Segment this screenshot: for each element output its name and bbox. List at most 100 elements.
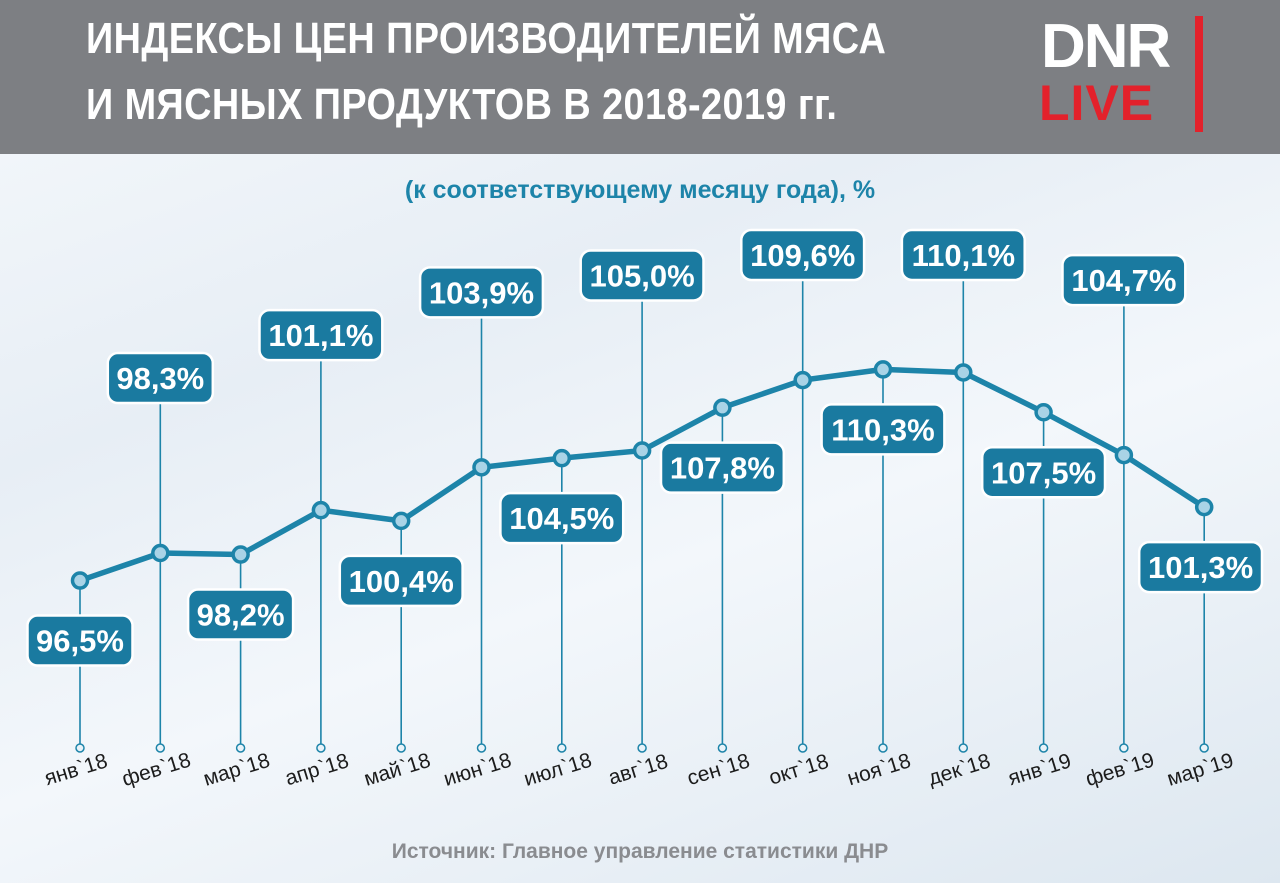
data-label-text: 98,3%: [116, 361, 204, 396]
data-label-box: [659, 441, 786, 494]
logo-text-dnr: DNR: [1041, 12, 1171, 81]
data-point: [472, 458, 491, 477]
data-label-box: [900, 228, 1026, 282]
data-label-box: [418, 266, 545, 319]
data-label-box: [980, 446, 1107, 499]
data-label: 104,7%: [1061, 253, 1187, 307]
axis-dot: [637, 743, 647, 753]
data-label: 107,8%: [659, 441, 786, 494]
data-point: [552, 448, 572, 468]
data-label-text: 103,9%: [429, 275, 534, 310]
data-label: 98,2%: [186, 588, 295, 641]
x-tick-label: сен`18: [684, 749, 752, 790]
data-label-box: [740, 228, 866, 282]
x-tick-label: ноя`18: [845, 749, 914, 790]
data-label-box: [338, 554, 464, 608]
data-label-text: 105,0%: [590, 259, 695, 294]
x-tick-label: янв`19: [1006, 749, 1074, 790]
data-label-text: 109,6%: [750, 238, 855, 273]
axis-dot: [878, 743, 888, 753]
data-label-box: [106, 351, 215, 405]
data-label-text: 107,8%: [670, 451, 775, 486]
data-label-box: [579, 249, 705, 302]
axis-dot: [316, 743, 326, 753]
data-point: [713, 398, 732, 417]
data-label-text: 96,5%: [36, 624, 124, 659]
axis-dot: [1119, 743, 1129, 753]
axis-dot: [235, 743, 246, 753]
x-tick-label: дек`18: [926, 750, 993, 791]
data-point: [873, 360, 893, 379]
data-label-text: 110,1%: [912, 238, 1015, 273]
page-title-line-2: И МЯСНЫХ ПРОДУКТОВ В 2018-2019 гг.: [86, 80, 838, 129]
x-tick-label: авг`18: [606, 750, 671, 790]
data-point: [1194, 497, 1214, 517]
dnr-live-logo: DNR LIVE: [1035, 16, 1255, 136]
data-label-text: 104,7%: [1071, 263, 1176, 298]
logo-text-live: LIVE: [1039, 75, 1155, 131]
data-label: 109,6%: [740, 228, 866, 282]
data-point: [70, 571, 90, 590]
x-tick-label: мар`18: [201, 749, 273, 791]
data-label-box: [499, 491, 625, 545]
data-label-box: [186, 588, 295, 641]
data-label: 104,5%: [499, 491, 625, 545]
axis-dot: [75, 743, 85, 753]
data-label-box: [26, 614, 134, 667]
data-point: [231, 545, 250, 564]
source-note: Источник: Главное управление статистики …: [391, 840, 889, 863]
data-point: [151, 543, 170, 563]
axis-dot: [476, 743, 487, 753]
data-point: [793, 370, 812, 390]
data-label-text: 98,2%: [197, 598, 285, 633]
x-tick-label: фев`19: [1083, 748, 1157, 791]
chart-subtitle: (к соответствующему месяцу года), %: [404, 176, 876, 204]
data-label: 107,5%: [980, 446, 1107, 499]
axis-dot: [396, 743, 406, 753]
data-point: [632, 441, 652, 460]
x-tick-label: апр`18: [283, 749, 352, 790]
axis-dot: [717, 743, 728, 753]
data-label: 105,0%: [579, 249, 705, 302]
data-label: 101,3%: [1137, 540, 1264, 594]
axis-dot: [1199, 743, 1209, 753]
x-tick-label: июл`18: [521, 749, 594, 791]
data-label: 96,5%: [26, 614, 134, 667]
data-label-box: [1137, 540, 1264, 594]
data-label-text: 107,5%: [991, 455, 1096, 490]
axis-dot: [1038, 743, 1049, 753]
data-label-box: [258, 308, 384, 362]
page-title-line-1: ИНДЕКСЫ ЦЕН ПРОИЗВОДИТЕЛЕЙ МЯСА: [86, 14, 887, 63]
data-point: [1114, 445, 1134, 465]
data-label-text: 110,3%: [831, 412, 934, 447]
data-point: [311, 500, 331, 520]
logo-divider-bar: [1195, 16, 1203, 132]
data-label-text: 101,1%: [268, 318, 373, 353]
data-point: [954, 363, 973, 382]
data-label-text: 101,3%: [1148, 550, 1253, 585]
data-label: 101,1%: [258, 308, 384, 362]
data-label: 100,4%: [338, 554, 464, 608]
data-label-text: 104,5%: [509, 501, 614, 536]
x-tick-label: окт`18: [766, 750, 831, 790]
data-label-box: [820, 403, 946, 456]
header-banner: ИНДЕКСЫ ЦЕН ПРОИЗВОДИТЕЛЕЙ МЯСА И МЯСНЫХ…: [0, 0, 1280, 154]
axis-dot: [797, 743, 808, 753]
x-tick-label: май`18: [361, 749, 433, 791]
data-label: 98,3%: [106, 351, 215, 405]
x-tick-label: мар`19: [1164, 749, 1236, 791]
axis-dot: [155, 743, 166, 753]
axis-dot: [557, 743, 567, 753]
data-point: [1034, 403, 1053, 422]
x-tick-label: июн`18: [441, 749, 514, 791]
axis-dot: [958, 743, 969, 753]
data-label-text: 100,4%: [349, 564, 454, 599]
x-tick-label: фев`18: [119, 748, 193, 791]
data-point: [391, 511, 411, 531]
data-label-box: [1061, 253, 1187, 307]
data-label: 103,9%: [418, 266, 545, 319]
data-label: 110,1%: [900, 228, 1026, 282]
x-tick-label: янв`18: [42, 749, 110, 790]
data-label: 110,3%: [820, 403, 946, 456]
